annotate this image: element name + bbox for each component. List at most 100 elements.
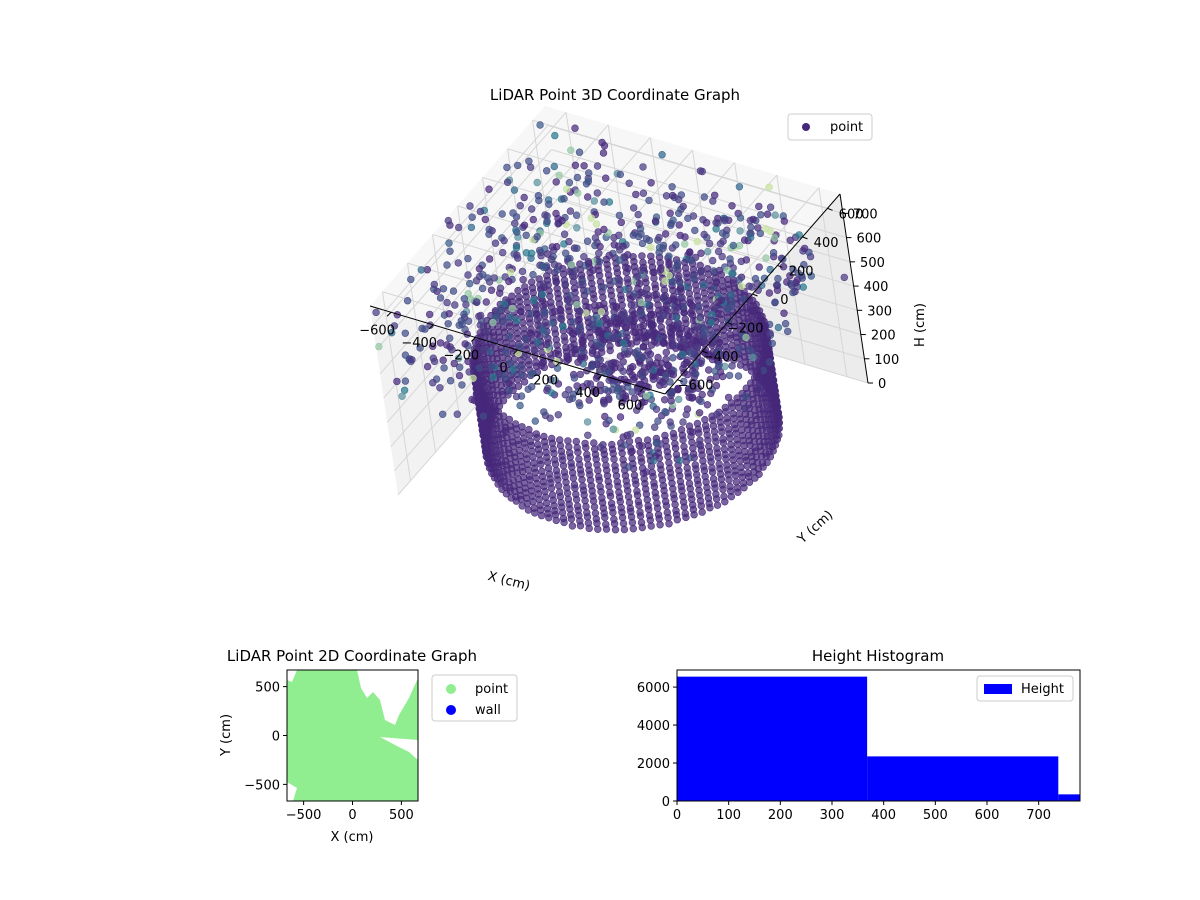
data-point <box>615 385 623 393</box>
data-point <box>567 343 575 351</box>
data-point <box>556 314 565 323</box>
data-point <box>570 480 579 489</box>
data-point <box>372 308 380 317</box>
legend-histogram-swatch <box>984 684 1012 694</box>
data-point <box>505 379 513 387</box>
no-data-region <box>287 782 297 801</box>
data-point <box>729 241 738 250</box>
data-point <box>641 368 649 377</box>
histogram-bar <box>677 676 868 801</box>
data-point <box>599 283 608 291</box>
data-point <box>533 233 541 241</box>
data-point <box>760 274 769 282</box>
data-point <box>722 351 730 360</box>
data-point <box>624 264 632 273</box>
z-tick-label-3d: 500 <box>860 256 885 271</box>
data-point <box>638 252 646 260</box>
data-point <box>642 235 651 243</box>
data-point <box>513 251 521 259</box>
data-point <box>619 367 627 375</box>
data-point <box>543 217 551 226</box>
no-data-region <box>357 670 418 725</box>
data-point <box>642 392 651 400</box>
data-point <box>634 273 642 281</box>
data-point <box>559 322 567 331</box>
data-point <box>596 381 605 389</box>
data-point <box>436 384 444 392</box>
data-point <box>682 283 691 291</box>
data-point <box>536 121 544 129</box>
data-point <box>375 342 383 351</box>
data-point <box>574 189 582 197</box>
data-point <box>735 410 744 418</box>
data-point <box>575 148 584 156</box>
data-point <box>584 169 593 177</box>
data-point <box>445 310 453 318</box>
data-point <box>652 359 661 367</box>
data-point <box>615 211 624 220</box>
data-point <box>637 298 646 307</box>
data-point <box>670 341 679 350</box>
y-tick-label-2d: 0 <box>272 730 280 745</box>
data-point <box>725 371 734 380</box>
data-point <box>597 342 605 350</box>
data-point <box>637 288 645 297</box>
data-point <box>661 230 670 238</box>
y-tick-label-3d: 600 <box>839 207 864 222</box>
z-tick-label-3d: 0 <box>878 377 886 392</box>
data-point <box>630 394 639 403</box>
data-point <box>657 323 665 331</box>
data-point <box>751 274 760 283</box>
data-point <box>742 256 750 264</box>
data-point <box>477 311 485 320</box>
y-axis-label-3d: Y (cm) <box>794 508 836 548</box>
histogram-title: Height Histogram <box>812 647 944 665</box>
chart-3d: LiDAR Point 3D Coordinate Graph −600 −400… <box>359 86 928 594</box>
y-tick-label-histogram: 6000 <box>637 681 670 696</box>
legend-histogram-frame <box>976 675 1074 702</box>
data-point <box>584 519 593 527</box>
data-point <box>656 461 664 469</box>
data-point <box>668 183 676 191</box>
data-point <box>453 410 461 418</box>
data-point <box>562 185 571 193</box>
data-point <box>726 255 734 263</box>
data-point <box>733 484 741 492</box>
data-point <box>685 479 694 488</box>
data-point <box>680 442 688 451</box>
data-point <box>667 330 676 338</box>
data-point <box>750 373 759 382</box>
data-point <box>564 437 572 445</box>
y-tick-label-3d: −400 <box>703 350 739 365</box>
data-point <box>574 358 582 366</box>
data-point <box>518 267 527 276</box>
data-point <box>686 454 694 462</box>
data-point <box>555 488 564 496</box>
data-point <box>512 392 521 401</box>
data-point <box>628 322 637 330</box>
data-point <box>626 364 635 372</box>
data-point <box>729 410 737 418</box>
data-point <box>746 379 755 387</box>
data-point <box>651 280 659 289</box>
data-point <box>547 255 555 264</box>
data-point <box>401 377 410 385</box>
data-point <box>475 265 484 273</box>
data-point <box>670 306 678 315</box>
data-point <box>576 281 584 289</box>
data-point <box>680 308 688 317</box>
data-point <box>443 298 451 307</box>
data-point <box>619 519 628 528</box>
data-point <box>401 329 409 337</box>
data-point <box>685 422 694 430</box>
data-point <box>582 309 590 317</box>
data-point <box>774 323 783 332</box>
data-point <box>584 461 592 469</box>
data-point <box>561 249 570 257</box>
data-point <box>741 447 749 456</box>
data-point <box>611 462 619 470</box>
data-point <box>458 381 466 389</box>
data-point <box>727 441 735 449</box>
data-point <box>757 211 765 219</box>
data-point <box>491 239 500 247</box>
